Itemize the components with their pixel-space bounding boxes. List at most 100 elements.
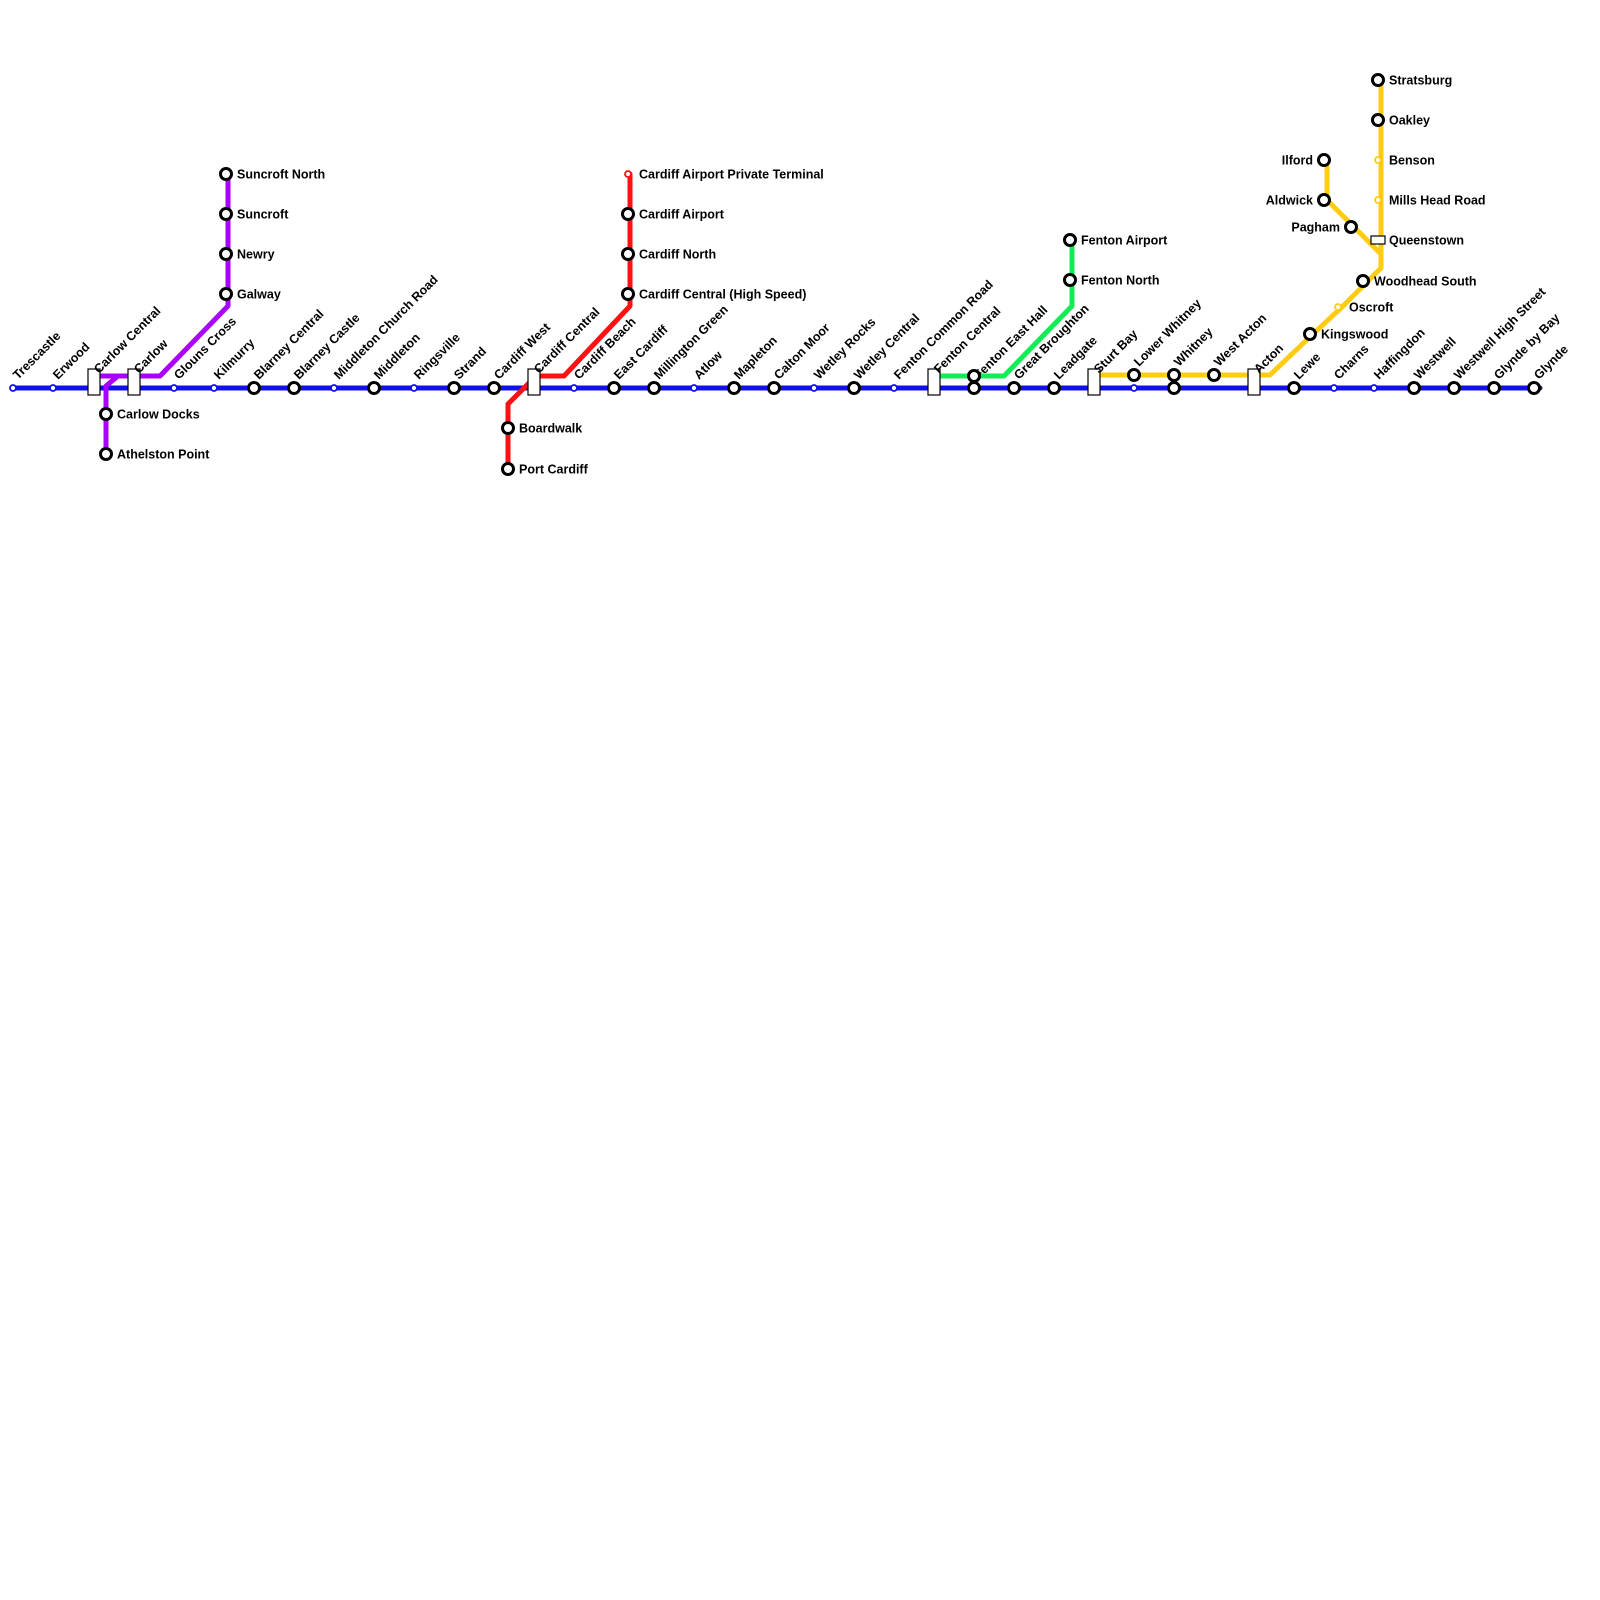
station-galway[interactable]: Galway [219,287,281,302]
station-marker[interactable] [1130,384,1138,392]
station-fenton-airport[interactable]: Fenton Airport [1063,233,1169,248]
station-marker[interactable] [219,287,233,301]
station-marker[interactable] [1303,327,1317,341]
station-marker[interactable] [219,207,233,221]
station-marker[interactable] [967,381,981,395]
station-marker[interactable] [1527,381,1541,395]
station-port-cardiff[interactable]: Port Cardiff [501,462,589,477]
station-marker[interactable] [1334,303,1342,311]
station-marker[interactable] [501,421,515,435]
station-marker[interactable] [287,381,301,395]
station-marker[interactable] [49,384,57,392]
station-fenton-east-hall-green[interactable] [967,369,981,383]
station-marker[interactable] [1317,193,1331,207]
yellow-line-route[interactable] [1097,77,1384,378]
station-marker[interactable] [847,381,861,395]
station-marker[interactable] [1047,381,1061,395]
station-marker[interactable] [219,247,233,261]
station-marker[interactable] [1317,153,1331,167]
station-marker[interactable] [1207,368,1221,382]
station-cardiff-central-high-speed[interactable]: Cardiff Central (High Speed) [621,287,807,302]
station-marker[interactable] [367,381,381,395]
station-queenstown[interactable]: Queenstown [1370,234,1464,248]
station-boardwalk[interactable]: Boardwalk [501,421,583,436]
station-marker[interactable] [810,384,818,392]
station-label: Ilford [1282,154,1313,168]
station-marker[interactable] [1371,73,1385,87]
station-marker[interactable] [127,368,141,396]
station-marker[interactable] [1127,368,1141,382]
station-marker[interactable] [607,381,621,395]
station-suncroft-north[interactable]: Suncroft North [219,167,326,182]
station-cardiff-airport[interactable]: Cardiff Airport [621,207,725,222]
station-marker[interactable] [1063,273,1077,287]
station-marker[interactable] [9,384,17,392]
station-athelston-point[interactable]: Athelston Point [99,447,211,462]
station-cardiff-north[interactable]: Cardiff North [621,247,717,262]
station-aldwick[interactable]: Aldwick [1266,193,1331,208]
station-marker[interactable] [410,384,418,392]
station-label: Fenton Airport [1081,234,1168,248]
station-suncroft[interactable]: Suncroft [219,207,290,222]
station-benson[interactable]: Benson [1374,154,1435,168]
station-marker[interactable] [621,207,635,221]
station-marker[interactable] [621,247,635,261]
station-marker[interactable] [1287,381,1301,395]
station-pagham[interactable]: Pagham [1291,220,1358,235]
station-marker[interactable] [210,384,218,392]
station-fenton-north[interactable]: Fenton North [1063,273,1160,288]
station-marker[interactable] [99,447,113,461]
station-marker[interactable] [690,384,698,392]
station-cardiff-airport-private-terminal[interactable]: Cardiff Airport Private Terminal [624,168,824,182]
station-woodhead-south[interactable]: Woodhead South [1356,274,1477,289]
station-marker[interactable] [447,381,461,395]
station-marker[interactable] [927,368,941,396]
station-marker[interactable] [527,368,541,396]
station-marker[interactable] [1370,235,1386,245]
station-marker[interactable] [501,462,515,476]
station-marker[interactable] [170,384,178,392]
station-marker[interactable] [727,381,741,395]
station-marker[interactable] [1063,233,1077,247]
station-lower-whitney-blue[interactable] [1130,384,1138,392]
station-label: Fenton North [1081,274,1159,288]
station-marker[interactable] [1330,384,1338,392]
station-marker[interactable] [487,381,501,395]
station-marker[interactable] [1356,274,1370,288]
station-ilford[interactable]: Ilford [1282,153,1331,168]
station-marker[interactable] [1344,220,1358,234]
station-marker[interactable] [570,384,578,392]
station-marker[interactable] [99,407,113,421]
station-marker[interactable] [1167,368,1181,382]
station-marker[interactable] [1167,381,1181,395]
station-marker[interactable] [1247,368,1261,396]
station-marker[interactable] [1087,368,1101,396]
station-marker[interactable] [1487,381,1501,395]
station-stratsburg[interactable]: Stratsburg [1371,73,1453,88]
station-label: Port Cardiff [519,463,589,477]
station-whitney-blue[interactable] [1167,381,1181,395]
station-marker[interactable] [967,369,981,383]
station-mills-head-road[interactable]: Mills Head Road [1374,194,1486,208]
station-marker[interactable] [219,167,233,181]
station-marker[interactable] [647,381,661,395]
station-oscroft[interactable]: Oscroft [1334,301,1394,315]
station-newry[interactable]: Newry [219,247,275,262]
station-marker[interactable] [767,381,781,395]
station-marker[interactable] [330,384,338,392]
station-kingswood[interactable]: Kingswood [1303,327,1389,342]
station-carlow-docks[interactable]: Carlow Docks [99,407,200,422]
station-marker[interactable] [1370,384,1378,392]
station-marker[interactable] [624,170,632,178]
station-oakley[interactable]: Oakley [1371,113,1431,128]
station-marker[interactable] [1447,381,1461,395]
station-marker[interactable] [1374,196,1382,204]
station-marker[interactable] [621,287,635,301]
station-marker[interactable] [1007,381,1021,395]
station-marker[interactable] [890,384,898,392]
station-marker[interactable] [247,381,261,395]
station-marker[interactable] [1407,381,1421,395]
station-marker[interactable] [1371,113,1385,127]
station-marker[interactable] [87,368,101,396]
station-marker[interactable] [1374,156,1382,164]
